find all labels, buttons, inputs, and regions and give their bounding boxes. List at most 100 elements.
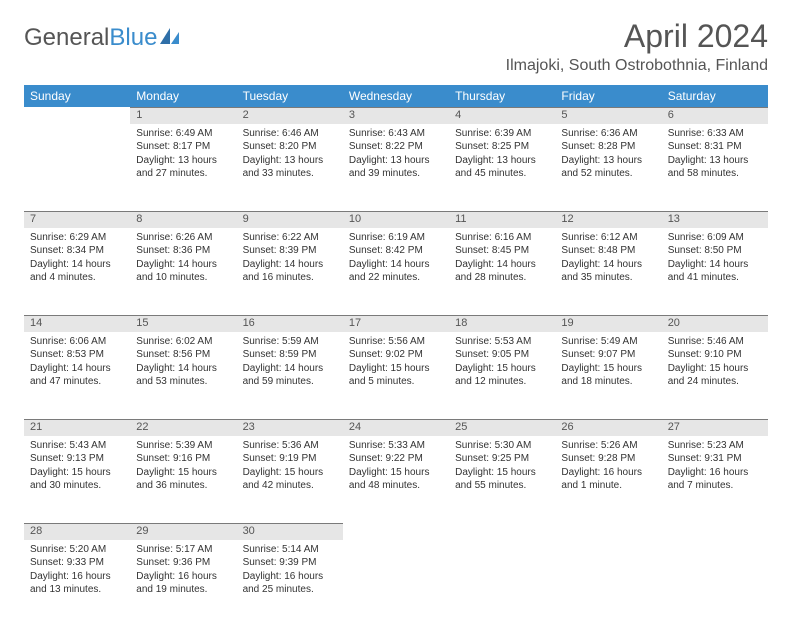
sunrise-text: Sunrise: 6:19 AM [349, 231, 443, 245]
content-row: Sunrise: 6:06 AMSunset: 8:53 PMDaylight:… [24, 332, 768, 420]
day-cell: Sunrise: 6:02 AMSunset: 8:56 PMDaylight:… [130, 332, 236, 420]
content-row: Sunrise: 5:43 AMSunset: 9:13 PMDaylight:… [24, 436, 768, 524]
daylight-text-2: and 5 minutes. [349, 375, 443, 389]
day-number: 17 [343, 316, 449, 332]
day-cell: Sunrise: 6:16 AMSunset: 8:45 PMDaylight:… [449, 228, 555, 316]
sunset-text: Sunset: 9:13 PM [30, 452, 124, 466]
sunrise-text: Sunrise: 6:26 AM [136, 231, 230, 245]
sunset-text: Sunset: 8:28 PM [561, 140, 655, 154]
day-number: 22 [130, 420, 236, 436]
col-sunday: Sunday [24, 85, 130, 108]
col-tuesday: Tuesday [237, 85, 343, 108]
logo-text-1: General [24, 24, 109, 52]
col-saturday: Saturday [662, 85, 768, 108]
logo: GeneralBlue [24, 18, 181, 52]
sunset-text: Sunset: 9:07 PM [561, 348, 655, 362]
day-cell: Sunrise: 5:46 AMSunset: 9:10 PMDaylight:… [662, 332, 768, 420]
daylight-text-1: Daylight: 15 hours [349, 362, 443, 376]
daylight-text-2: and 12 minutes. [455, 375, 549, 389]
daylight-text-1: Daylight: 13 hours [668, 154, 762, 168]
col-monday: Monday [130, 85, 236, 108]
sunrise-text: Sunrise: 6:29 AM [30, 231, 124, 245]
day-number: 28 [24, 524, 130, 540]
sunrise-text: Sunrise: 5:53 AM [455, 335, 549, 349]
day-number: 15 [130, 316, 236, 332]
col-wednesday: Wednesday [343, 85, 449, 108]
sunrise-text: Sunrise: 5:14 AM [243, 543, 337, 557]
day-cell: Sunrise: 5:43 AMSunset: 9:13 PMDaylight:… [24, 436, 130, 524]
day-cell: Sunrise: 6:36 AMSunset: 8:28 PMDaylight:… [555, 124, 661, 212]
day-number: 11 [449, 212, 555, 228]
day-cell: Sunrise: 6:49 AMSunset: 8:17 PMDaylight:… [130, 124, 236, 212]
sunset-text: Sunset: 8:48 PM [561, 244, 655, 258]
daylight-text-2: and 13 minutes. [30, 583, 124, 597]
daylight-text-1: Daylight: 14 hours [243, 258, 337, 272]
day-number: 30 [237, 524, 343, 540]
sunrise-text: Sunrise: 5:49 AM [561, 335, 655, 349]
daylight-text-2: and 39 minutes. [349, 167, 443, 181]
daylight-text-2: and 52 minutes. [561, 167, 655, 181]
sunset-text: Sunset: 8:45 PM [455, 244, 549, 258]
sunrise-text: Sunrise: 5:36 AM [243, 439, 337, 453]
daylight-text-2: and 33 minutes. [243, 167, 337, 181]
day-number: 13 [662, 212, 768, 228]
sunrise-text: Sunrise: 5:20 AM [30, 543, 124, 557]
sunrise-text: Sunrise: 5:39 AM [136, 439, 230, 453]
day-number [662, 524, 768, 540]
day-cell: Sunrise: 5:33 AMSunset: 9:22 PMDaylight:… [343, 436, 449, 524]
day-number: 27 [662, 420, 768, 436]
daynum-row: 282930 [24, 524, 768, 540]
day-number: 20 [662, 316, 768, 332]
daylight-text-2: and 7 minutes. [668, 479, 762, 493]
day-number: 26 [555, 420, 661, 436]
content-row: Sunrise: 5:20 AMSunset: 9:33 PM Daylight:… [24, 540, 768, 628]
header: GeneralBlue April 2024 Ilmajoki, South O… [24, 18, 768, 75]
daylight-text-2: and 10 minutes. [136, 271, 230, 285]
daylight-text-2: and 24 minutes. [668, 375, 762, 389]
day-cell: Sunrise: 6:43 AMSunset: 8:22 PMDaylight:… [343, 124, 449, 212]
daynum-row: 78910111213 [24, 212, 768, 228]
day-cell: Sunrise: 6:06 AMSunset: 8:53 PMDaylight:… [24, 332, 130, 420]
sunrise-text: Sunrise: 6:43 AM [349, 127, 443, 141]
day-cell: Sunrise: 5:14 AMSunset: 9:39 PMDaylight:… [237, 540, 343, 628]
sunset-text: Sunset: 9:19 PM [243, 452, 337, 466]
daylight-text-1: Daylight: 15 hours [30, 466, 124, 480]
sunset-text: Sunset: 9:33 PM [30, 556, 124, 570]
daylight-text-1: Daylight: 15 hours [243, 466, 337, 480]
day-number [449, 524, 555, 540]
daylight-text-2: and 22 minutes. [349, 271, 443, 285]
sunrise-text: Sunrise: 6:36 AM [561, 127, 655, 141]
daylight-text-2: and 53 minutes. [136, 375, 230, 389]
sunrise-text: Sunrise: 5:56 AM [349, 335, 443, 349]
sunset-text: Sunset: 8:39 PM [243, 244, 337, 258]
daylight-text-1: Daylight: 16 hours [561, 466, 655, 480]
calendar-table: Sunday Monday Tuesday Wednesday Thursday… [24, 85, 768, 628]
daylight-text-2: and 41 minutes. [668, 271, 762, 285]
day-cell: Sunrise: 5:20 AMSunset: 9:33 PMDaylight:… [24, 540, 130, 628]
sunrise-text: Sunrise: 5:26 AM [561, 439, 655, 453]
sunset-text: Sunset: 9:28 PM [561, 452, 655, 466]
day-number: 18 [449, 316, 555, 332]
col-friday: Friday [555, 85, 661, 108]
logo-sail-icon [159, 24, 181, 52]
month-title: April 2024 [506, 18, 768, 55]
sunset-text: Sunset: 8:36 PM [136, 244, 230, 258]
daylight-text-1: Daylight: 13 hours [136, 154, 230, 168]
daylight-text-2: and 18 minutes. [561, 375, 655, 389]
day-cell: Sunrise: 6:29 AMSunset: 8:34 PMDaylight:… [24, 228, 130, 316]
day-number: 25 [449, 420, 555, 436]
sunrise-text: Sunrise: 6:12 AM [561, 231, 655, 245]
daylight-text-2: and 16 minutes. [243, 271, 337, 285]
daylight-text-1: Daylight: 15 hours [668, 362, 762, 376]
sunset-text: Sunset: 8:53 PM [30, 348, 124, 362]
daylight-text-1: Daylight: 16 hours [243, 570, 337, 584]
daylight-text-1: Daylight: 14 hours [668, 258, 762, 272]
daylight-text-1: Daylight: 14 hours [243, 362, 337, 376]
day-number: 7 [24, 212, 130, 228]
day-cell: Sunrise: 6:12 AMSunset: 8:48 PMDaylight:… [555, 228, 661, 316]
day-cell: Sunrise: 6:46 AMSunset: 8:20 PMDaylight:… [237, 124, 343, 212]
sunrise-text: Sunrise: 6:09 AM [668, 231, 762, 245]
daynum-row: 123456 [24, 108, 768, 124]
day-number: 8 [130, 212, 236, 228]
sunrise-text: Sunrise: 6:16 AM [455, 231, 549, 245]
